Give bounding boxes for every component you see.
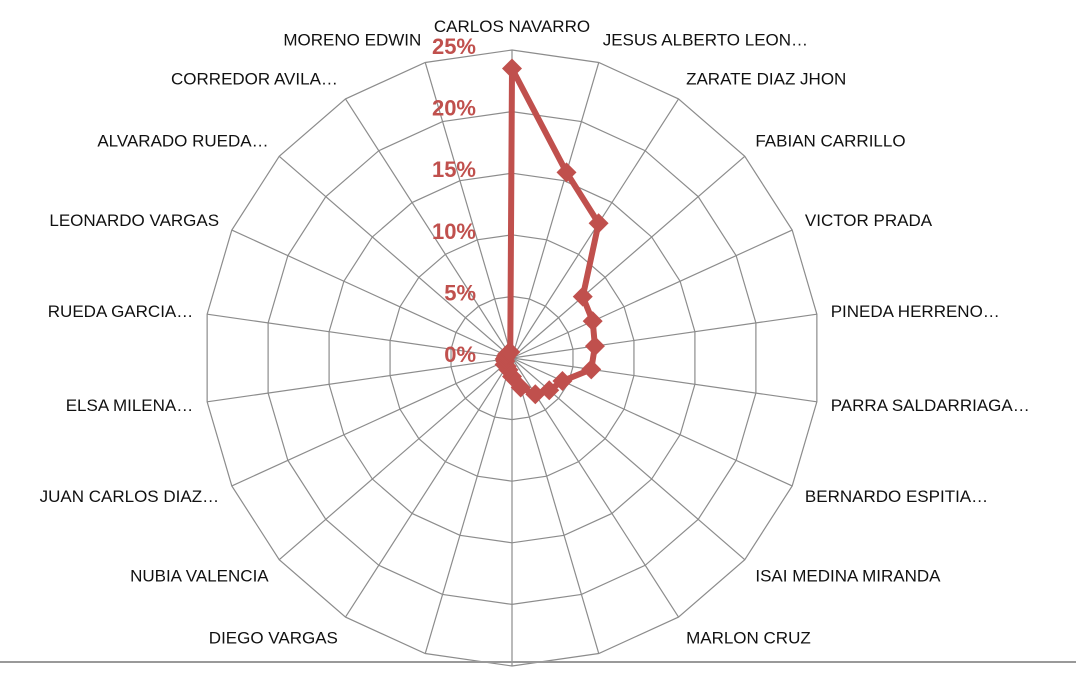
marker — [588, 213, 609, 234]
category-label: NUBIA VALENCIA — [130, 566, 269, 585]
category-label: DIEGO VARGAS — [209, 628, 338, 647]
y-tick-label: 15% — [432, 157, 476, 182]
category-label: JUAN CARLOS DIAZ… — [40, 487, 219, 506]
y-tick-label: 25% — [432, 34, 476, 59]
category-label: ALVARADO RUEDA… — [97, 132, 268, 151]
spoke — [511, 155, 746, 359]
category-label: JESUS ALBERTO LEON… — [603, 30, 808, 49]
marker — [582, 311, 603, 332]
category-label: JUAN PABLO DIAZ… — [256, 668, 421, 677]
marker — [572, 286, 593, 307]
spoke — [511, 62, 600, 359]
spoke — [344, 357, 513, 618]
spoke — [424, 357, 513, 654]
spoke — [511, 357, 600, 654]
spoke — [207, 357, 513, 403]
marker — [500, 342, 521, 363]
category-label: CORREDOR AVILA… — [171, 70, 338, 89]
spoke — [344, 98, 513, 359]
marker — [581, 359, 602, 380]
spoke — [511, 357, 817, 403]
category-label: GERMAN FERNEY… — [603, 668, 768, 677]
marker — [584, 336, 605, 357]
y-tick-label: 0% — [444, 342, 476, 367]
spoke — [424, 62, 513, 359]
category-label: PARRA SALDARRIAGA… — [831, 396, 1030, 415]
category-label: LEONARDO VARGAS — [49, 211, 219, 230]
marker — [525, 384, 546, 405]
y-tick-label: 10% — [432, 219, 476, 244]
category-label: BERNARDO ESPITIA… — [805, 487, 988, 506]
category-label: CARLOS NAVARRO — [434, 17, 590, 36]
marker — [502, 58, 522, 79]
category-label: MARLON CRUZ — [686, 628, 811, 647]
category-labels: CARLOS NAVARRO JESUS ALBERTO LEON… ZARATE … — [40, 17, 1030, 677]
marker — [552, 371, 573, 392]
y-tick-label: 5% — [444, 280, 476, 305]
spoke — [511, 357, 680, 618]
spoke — [231, 357, 513, 487]
category-label: VICTOR PRADA — [805, 211, 933, 230]
spoke — [278, 155, 513, 359]
spoke — [511, 357, 793, 487]
marker — [556, 162, 577, 183]
spoke — [511, 229, 793, 359]
plot: 0% 5% 10% 15% 20% 25% — [432, 34, 609, 405]
category-label: ELSA MILENA… — [66, 396, 194, 415]
category-label: FABIAN CARRILLO — [755, 132, 905, 151]
spoke — [278, 357, 513, 561]
spoke — [231, 229, 513, 359]
category-label: PINEDA HERRENO… — [831, 302, 1000, 321]
category-label: RUEDA GARCIA… — [48, 302, 193, 321]
category-label: ZARATE DIAZ JHON — [686, 70, 846, 89]
y-tick-label: 20% — [432, 96, 476, 121]
category-label: ISAI MEDINA MIRANDA — [755, 566, 941, 585]
category-label: MORENO EDWIN — [283, 30, 421, 49]
spoke — [207, 313, 513, 359]
spoke — [511, 313, 817, 359]
